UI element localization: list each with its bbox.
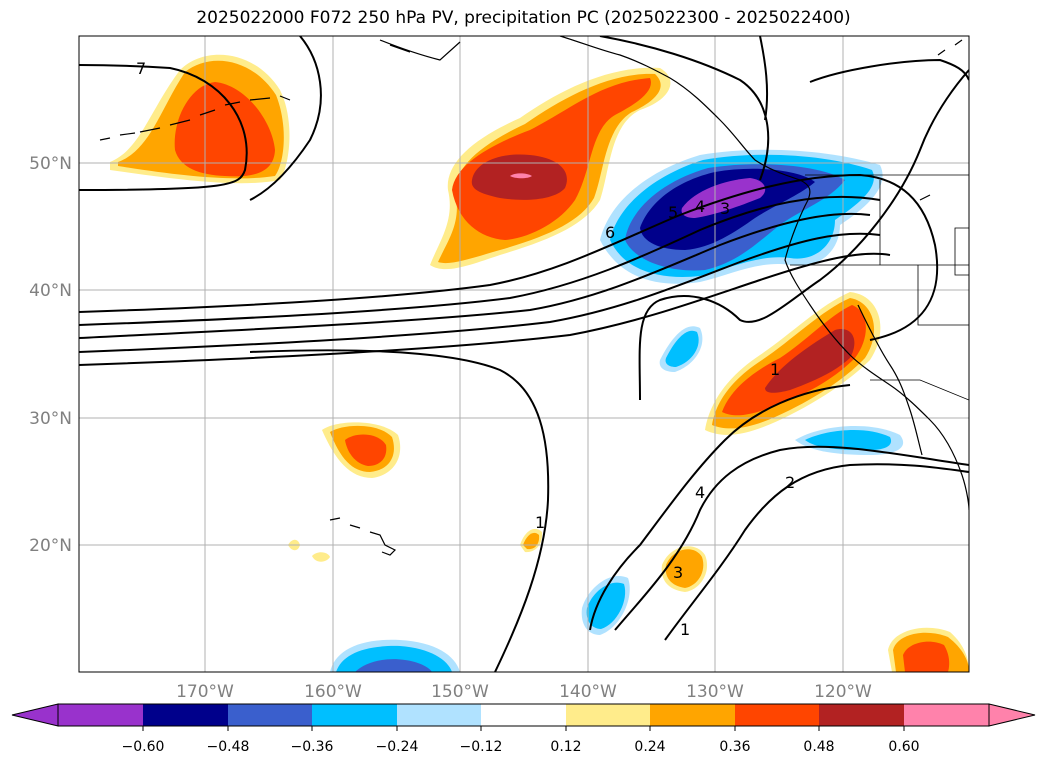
precip-positive-region — [510, 173, 532, 179]
pv-contours — [79, 36, 969, 672]
colorbar-segment — [312, 704, 397, 726]
contour-label: 3 — [720, 199, 730, 218]
precip-negative-region — [586, 582, 626, 629]
contour-label: 6 — [605, 223, 615, 242]
figure-title: 2025022000 F072 250 hPa PV, precipitatio… — [196, 8, 851, 28]
longitude-labels: 170°W 160°W 150°W 140°W 130°W 120°W — [176, 682, 872, 702]
lat-label-50n: 50°N — [29, 154, 72, 174]
colorbar: −0.60 −0.48 −0.36 −0.24 −0.12 0.12 0.24 … — [11, 703, 1036, 755]
precip-positive-region — [665, 549, 704, 588]
lat-label-30n: 30°N — [29, 409, 72, 429]
colorbar-segment — [228, 704, 312, 726]
precip-negative-region — [355, 659, 432, 672]
lon-label-170w: 170°W — [176, 682, 234, 702]
lat-label-20n: 20°N — [29, 536, 72, 556]
political-borders — [790, 174, 969, 401]
lon-label-130w: 130°W — [686, 682, 744, 702]
colorbar-tick-label: −0.12 — [460, 739, 503, 755]
contour-label: 4 — [695, 197, 705, 216]
contour-label: 1 — [680, 620, 690, 639]
lon-label-160w: 160°W — [304, 682, 362, 702]
lon-label-120w: 120°W — [814, 682, 872, 702]
precip-negative-region — [681, 178, 766, 218]
contour-label: 4 — [695, 483, 705, 502]
precip-positive-region — [345, 434, 387, 466]
colorbar-segment — [650, 704, 735, 726]
plot-area — [79, 36, 969, 672]
colorbar-tick-label: −0.60 — [122, 739, 165, 755]
contour-label: 2 — [785, 473, 795, 492]
precip-positive-region — [174, 82, 275, 177]
colorbar-segment — [819, 704, 904, 726]
colorbar-tick-label: −0.24 — [376, 739, 419, 755]
colorbar-extend-low — [11, 703, 59, 727]
gridlines — [79, 36, 969, 672]
contour-label: 1 — [535, 513, 545, 532]
precip-positive-region — [765, 329, 855, 393]
precip-negative-region — [665, 330, 699, 367]
precip-fill-layer — [110, 54, 969, 672]
colorbar-segment — [566, 704, 650, 726]
precip-negative-region — [805, 429, 892, 451]
lon-label-150w: 150°W — [431, 682, 489, 702]
precip-positive-region — [452, 78, 651, 240]
colorbar-ticks — [142, 726, 905, 731]
latitude-labels: 50°N 40°N 30°N 20°N — [29, 154, 72, 556]
colorbar-extend-high — [988, 703, 1036, 727]
coastlines — [99, 36, 969, 556]
colorbar-tick-label: 0.60 — [888, 739, 919, 755]
colorbar-tick-label: −0.48 — [207, 739, 250, 755]
contour-label: 1 — [770, 360, 780, 379]
colorbar-segment — [481, 704, 566, 726]
contour-labels: 7 6 5 4 3 1 1 2 4 3 1 — [136, 59, 795, 639]
colorbar-frame — [57, 703, 990, 727]
colorbar-segment — [904, 704, 989, 726]
lon-label-140w: 140°W — [559, 682, 617, 702]
colorbar-tick-label: 0.12 — [550, 739, 581, 755]
plot-frame — [78, 35, 970, 673]
colorbar-segment — [735, 704, 819, 726]
colorbar-tick-label: −0.36 — [291, 739, 334, 755]
colorbar-segment — [58, 704, 143, 726]
precip-positive-region — [312, 552, 330, 562]
colorbar-segment — [143, 704, 228, 726]
colorbar-tick-label: 0.48 — [803, 739, 834, 755]
colorbar-segment — [397, 704, 481, 726]
lat-label-40n: 40°N — [29, 281, 72, 301]
contour-label: 3 — [673, 563, 683, 582]
colorbar-tick-label: 0.24 — [634, 739, 665, 755]
contour-label: 7 — [136, 59, 146, 78]
precip-positive-region — [903, 641, 950, 672]
colorbar-tick-label: 0.36 — [719, 739, 750, 755]
contour-label: 5 — [668, 203, 678, 222]
